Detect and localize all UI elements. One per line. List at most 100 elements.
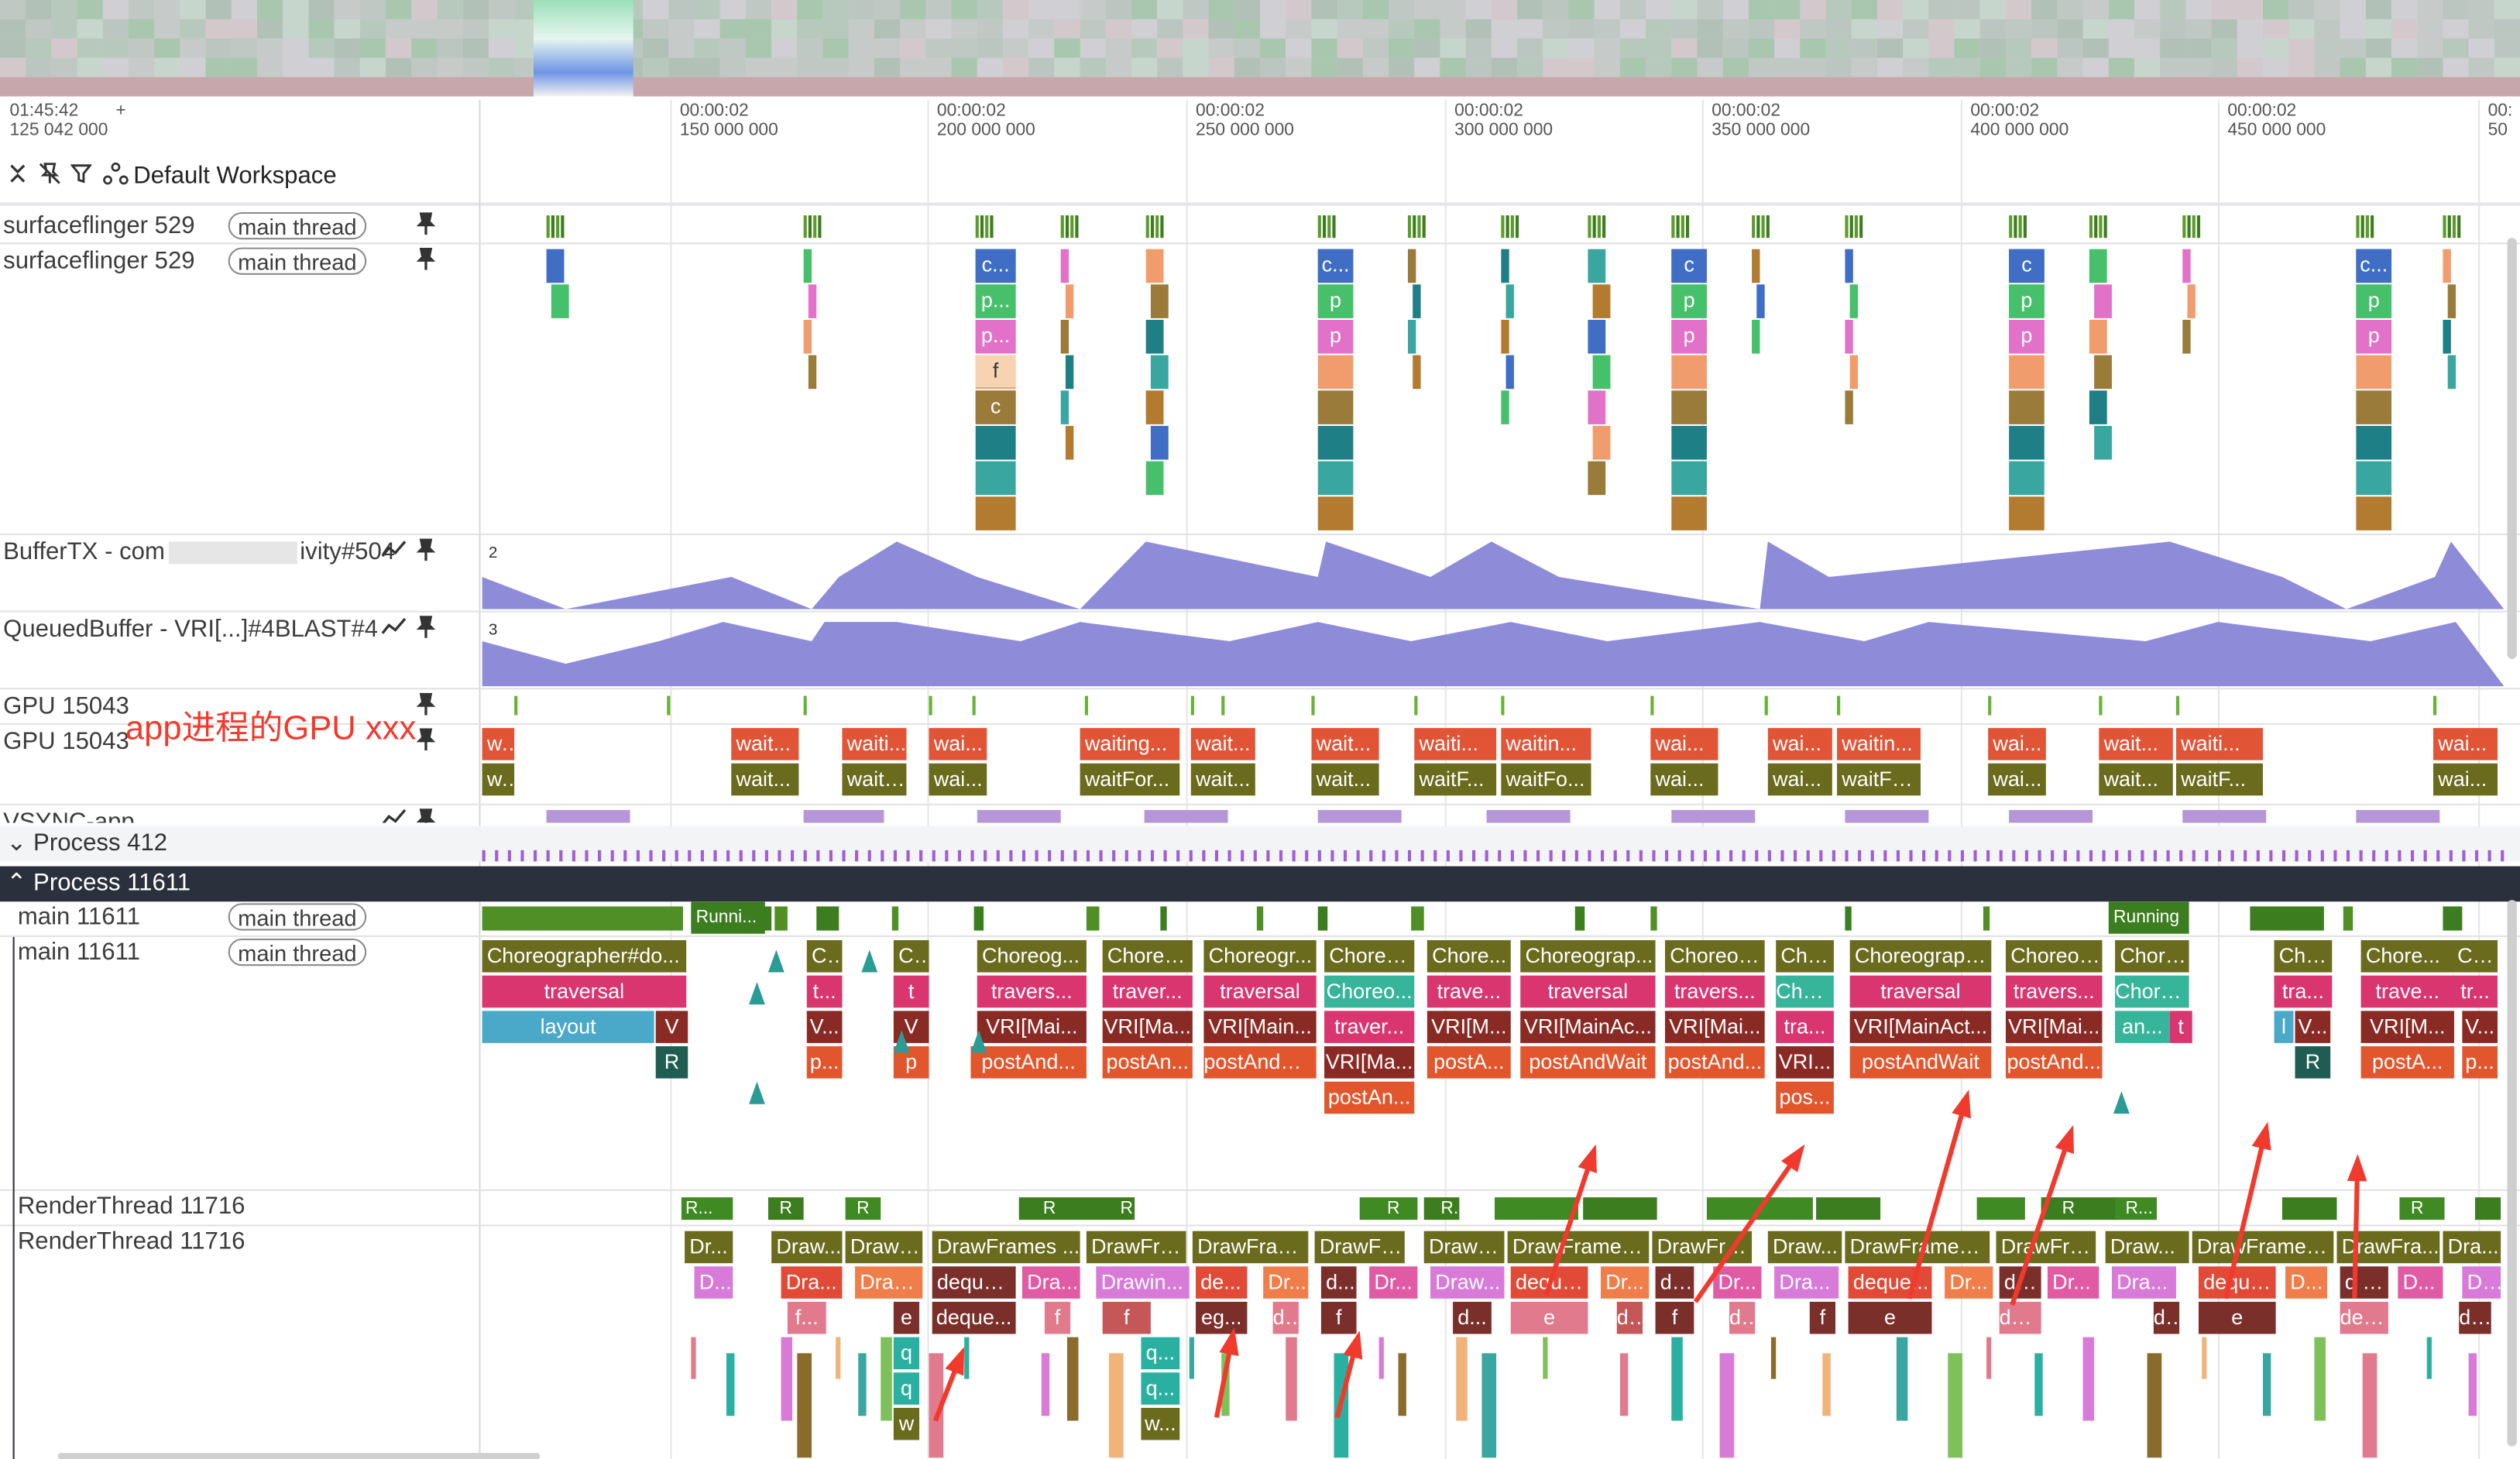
overview-cell [26,19,52,39]
overview-cell [1286,0,1312,19]
overview-cell [205,19,232,39]
overview-cell [2340,19,2366,39]
overview-cell [2443,19,2469,39]
overview-cell [2417,0,2443,19]
overview-cell [925,38,952,58]
overview-cell [1389,19,1415,39]
overview-cell [2237,0,2264,19]
overview-cell [1671,38,1698,58]
overview-cell [1543,19,1569,39]
overview-cell [437,57,463,77]
overview-cell [643,19,669,39]
overview-cell [1080,19,1106,39]
overview-cell [1671,0,1698,19]
overview-cell [2237,19,2264,39]
overview-cell [462,38,489,58]
overview-cell [1568,19,1595,39]
overview-cell [1697,19,1723,39]
overview-cell [308,0,335,19]
overview-cell [1002,38,1029,58]
overview-cell [1414,0,1440,19]
overview-cell [1002,19,1029,39]
overview-cell [386,0,412,19]
overview-cell [2391,0,2418,19]
overview-cell [2108,0,2134,19]
overview-cell [129,38,155,58]
overview-cell [2031,38,2058,58]
overview-cell [1646,19,1672,39]
overview-cell [874,0,901,19]
overview-cell [1722,0,1749,19]
overview-cell [2340,38,2366,58]
overview-cell [1876,38,1904,58]
overview-cell [2160,19,2186,39]
overview-cell [1105,38,1132,58]
overview-cell [102,0,129,19]
overview-cell [205,38,232,58]
overview-cell [1517,0,1543,19]
overview-cell [745,0,772,19]
overview-cell [1619,0,1646,19]
overview-cell [1851,0,1877,19]
overview-cell [1517,19,1543,39]
overview-cell [1337,19,1363,39]
overview-cell [1979,38,2006,58]
overview-cell [154,0,180,19]
overview-cell [180,0,206,19]
overview-cell [1954,0,1980,19]
overview-cell [283,38,309,58]
overview-cell [462,57,489,77]
overview-cell [2494,19,2520,39]
annotation-arrow-head [1343,1330,1363,1360]
overview-cell [129,19,155,39]
overview-cell [2005,38,2032,58]
overview-cell [386,19,412,39]
overview-cell [231,19,258,39]
overview-cell [359,19,386,39]
overview-cell [1979,19,2006,39]
overview-cell [1517,38,1543,58]
overview-cell [951,0,977,19]
overview-cell [925,19,952,39]
overview-cell [900,19,926,39]
overview-cell [1157,38,1183,58]
overview-cell [1028,38,1055,58]
overview-cell [951,19,977,39]
overview-cell [1362,19,1389,39]
overview-cell [694,19,720,39]
overview-cell [1208,19,1234,39]
overview-cell [1337,38,1363,58]
overview-cell [2468,19,2494,39]
overview-cell [2288,0,2315,19]
overview-cell [2443,38,2469,58]
overview-cell [488,38,515,58]
overview-cell [2314,38,2340,58]
overview-cell [2468,0,2494,19]
overview-cell [1028,0,1055,19]
overview-cell [1183,38,1209,58]
overview-cell [1928,19,1955,39]
overview-cell [334,57,360,77]
overview-cell [386,57,412,77]
overview-cell [2494,0,2520,19]
overview-cell [1543,0,1569,19]
overview-cell [1362,0,1389,19]
overview-cell [2031,0,2058,19]
overview-cell [1851,38,1877,58]
overview-heatmap [0,0,2520,97]
overview-cell [848,19,874,39]
overview-cell [1131,0,1158,19]
overview-cell [180,57,206,77]
overview-cell [1903,0,1929,19]
overview-cell [2314,0,2340,19]
overview-cell [2211,38,2237,58]
overview-cell [719,0,746,19]
horizontal-scrollbar[interactable] [57,1453,541,1459]
overview-cell [2237,38,2264,58]
annotation-arrow-shaft [1693,1155,1798,1303]
timeline-overview[interactable] [0,0,2520,97]
overview-cell [102,38,129,58]
overview-cell [1903,19,1929,39]
overview-cell [1594,0,1620,19]
overview-cell [668,38,695,58]
